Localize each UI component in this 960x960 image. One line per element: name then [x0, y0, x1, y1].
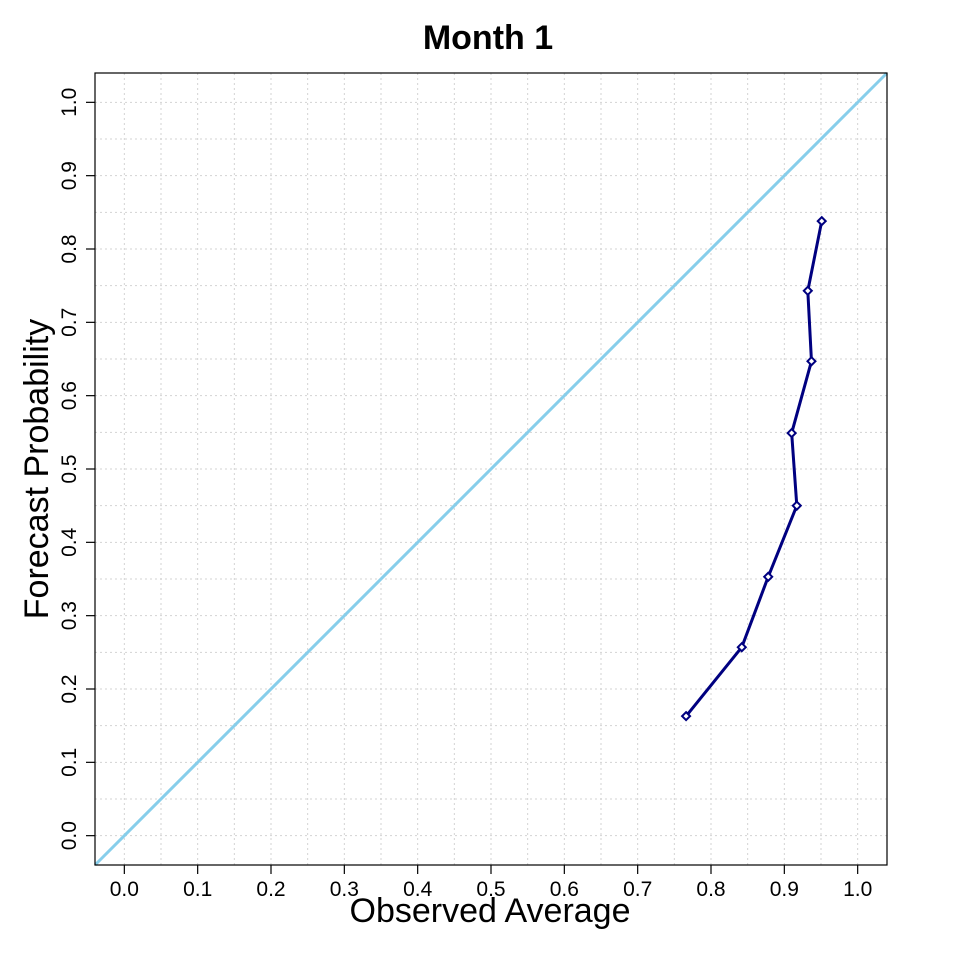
y-tick-label: 0.2: [58, 674, 81, 703]
y-axis-title: Forecast Probability: [18, 319, 56, 619]
data-point-marker: [736, 641, 748, 653]
x-tick-label: 1.0: [843, 878, 872, 901]
data-point-marker: [762, 571, 774, 583]
x-tick-label: 0.2: [256, 878, 285, 901]
data-point-marker: [786, 427, 798, 439]
y-tick-label: 1.0: [58, 88, 81, 117]
x-tick-label: 0.3: [330, 878, 359, 901]
data-point-marker: [806, 355, 817, 367]
y-tick-label: 0.4: [58, 527, 81, 557]
data-point-marker: [680, 710, 692, 722]
x-axis-title: Observed Average: [350, 892, 631, 930]
x-tick-label: 0.1: [183, 878, 212, 901]
data-point-marker: [816, 215, 828, 227]
perfect-reliability-line: [93, 71, 889, 867]
y-tick-label: 0.6: [58, 381, 81, 410]
y-tick-label: 0.0: [58, 821, 81, 850]
reference-diagonal: [93, 71, 889, 867]
x-tick-label: 0.8: [696, 878, 725, 901]
y-tick-label: 0.9: [58, 161, 81, 190]
data-point-marker: [802, 285, 814, 297]
data-point-marker: [791, 500, 803, 512]
y-tick-label: 0.3: [58, 601, 81, 630]
series-layer: [680, 215, 828, 722]
x-tick-label: 0.0: [110, 878, 139, 901]
y-tick-label: 0.5: [58, 454, 81, 483]
x-tick-label: 0.7: [623, 878, 652, 901]
y-axis: 0.0 0.1 0.2 0.3 0.4 0.5 0.6 0.7 0.8 0.9 1.0: [58, 88, 95, 850]
y-tick-label: 0.1: [58, 748, 81, 777]
y-tick-label: 0.7: [58, 308, 81, 337]
x-tick-label: 0.4: [403, 878, 433, 901]
chart-title: Month 1: [423, 19, 553, 57]
series-line: [684, 220, 824, 718]
x-tick-label: 0.9: [770, 878, 799, 901]
x-axis: 0.0 0.1 0.2 0.3 0.4 0.5 0.6 0.7 0.8 0.9 1.0: [110, 865, 872, 901]
x-tick-label: 0.5: [476, 878, 505, 901]
y-tick-label: 0.8: [58, 234, 81, 263]
x-tick-label: 0.6: [550, 878, 579, 901]
